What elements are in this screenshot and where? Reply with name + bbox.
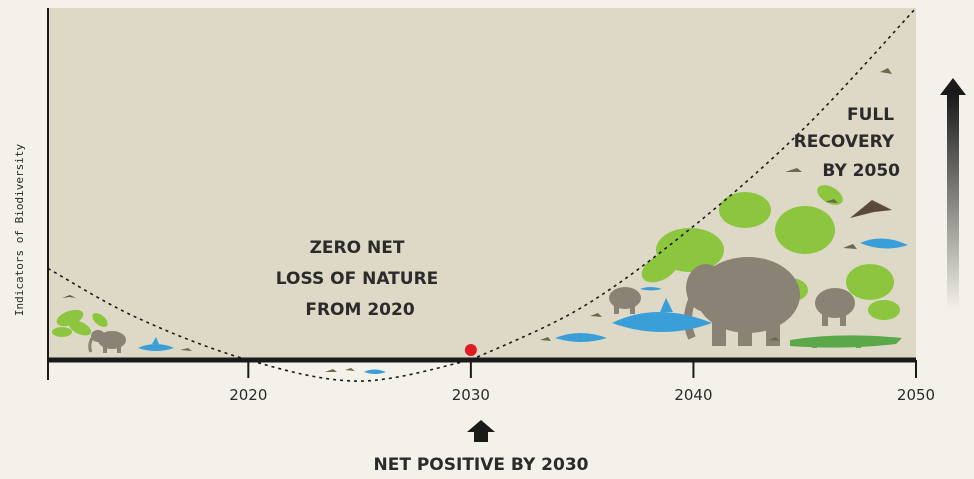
net-positive-marker xyxy=(464,344,477,356)
leaf-icon xyxy=(52,309,108,337)
x-axis-ticks: 2020 2030 2040 2050 xyxy=(47,360,935,404)
annotation-net-positive: NET POSITIVE BY 2030 xyxy=(373,455,588,475)
series-line-1 xyxy=(470,7,917,361)
shark-icon xyxy=(612,298,712,332)
series-line-0 xyxy=(47,267,472,382)
shark-icon xyxy=(555,333,607,342)
bird-icon xyxy=(540,68,892,341)
bird-icon xyxy=(180,348,192,351)
shark-icon xyxy=(640,287,662,291)
biodiversity-curves xyxy=(47,7,917,382)
bird-icon xyxy=(62,295,76,298)
annotation-zero-net: ZERO NET LOSS OF NATURE FROM 2020 xyxy=(276,238,444,320)
x-tick-label-2020: 2020 xyxy=(229,386,267,404)
x-tick-label-2040: 2040 xyxy=(674,386,712,404)
shark-icon xyxy=(860,238,908,249)
x-tick-label-2050: 2050 xyxy=(897,386,935,404)
bird-icon xyxy=(325,368,355,372)
shark-icon xyxy=(138,337,174,351)
x-tick-label-2030: 2030 xyxy=(452,386,490,404)
leaf-icon xyxy=(641,185,900,320)
elephant-icon xyxy=(88,330,126,353)
gradient-arrow-icon xyxy=(940,78,966,310)
crocodile-icon xyxy=(790,335,902,348)
wildlife-illustrations xyxy=(52,68,908,374)
elephant-icon xyxy=(684,257,800,346)
elephant-icon xyxy=(815,288,855,326)
y-axis-label: Indicators of Biodiversity xyxy=(13,144,26,317)
shark-icon xyxy=(364,369,386,374)
up-arrow-icon xyxy=(467,420,495,442)
bird-icon xyxy=(850,200,892,218)
annotation-full-recovery: FULL RECOVERY BY 2050 xyxy=(794,105,901,181)
elephant-icon xyxy=(609,287,641,314)
